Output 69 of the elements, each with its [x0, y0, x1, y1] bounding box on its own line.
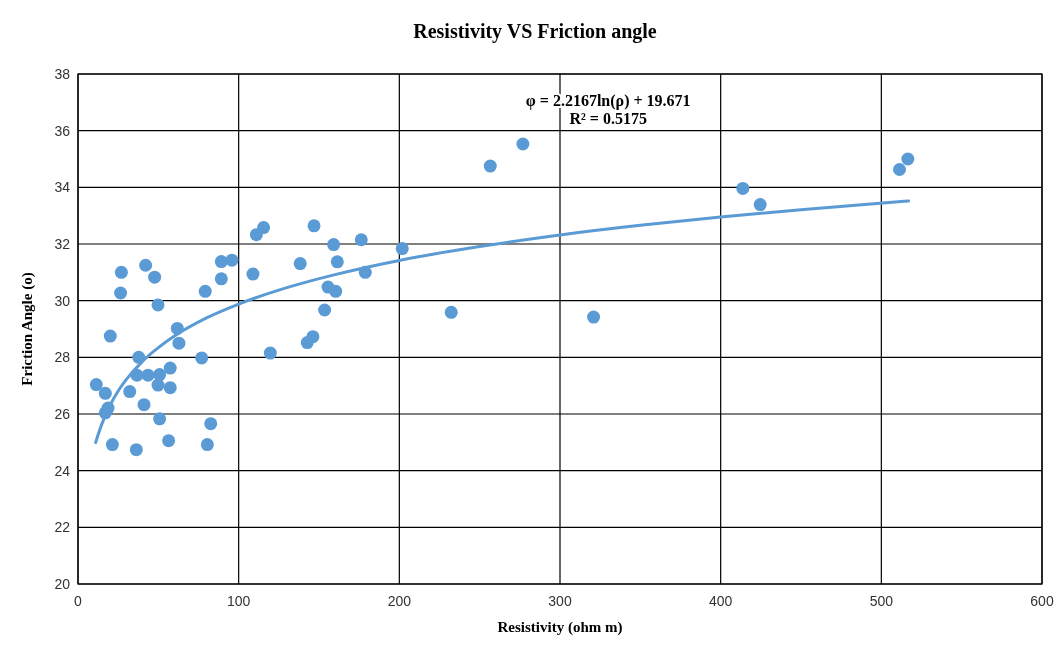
point [736, 181, 750, 195]
point [395, 242, 409, 256]
x-tick-label: 100 [226, 593, 251, 609]
point [148, 270, 162, 284]
point [200, 438, 214, 452]
point [318, 303, 332, 317]
point [123, 385, 137, 399]
point [307, 219, 321, 233]
x-tick-label: 0 [74, 593, 83, 609]
annotation: R² = 0.5175 [569, 110, 647, 127]
point [892, 162, 906, 176]
y-tick-label: 24 [54, 462, 71, 479]
point [214, 272, 228, 286]
point [137, 398, 151, 412]
point [139, 258, 153, 272]
y-tick-label: 22 [54, 519, 71, 536]
point [354, 233, 368, 247]
y-tick-label: 20 [54, 575, 71, 592]
x-tick-label: 200 [387, 593, 412, 609]
point [483, 159, 497, 173]
point [151, 378, 165, 392]
y-tick-label: 34 [54, 179, 71, 196]
point [246, 267, 260, 281]
point [129, 443, 143, 457]
y-axis-title: Friction Angle (o) [19, 272, 36, 386]
point [249, 228, 263, 242]
point [204, 417, 218, 431]
x-tick-label: 500 [869, 593, 894, 609]
point [105, 438, 119, 452]
point [114, 265, 128, 279]
point [214, 255, 228, 269]
point [162, 434, 176, 448]
x-tick-label: 300 [548, 593, 572, 609]
point [114, 286, 128, 300]
point [163, 381, 177, 395]
point [151, 298, 165, 312]
point [98, 386, 112, 400]
point [172, 336, 186, 350]
y-tick-label: 26 [54, 405, 71, 422]
point [153, 412, 167, 426]
point [327, 238, 341, 252]
point [103, 329, 117, 343]
y-tick-label: 38 [54, 65, 71, 82]
y-tick-label: 32 [54, 235, 71, 252]
point [587, 310, 601, 324]
point [330, 255, 344, 269]
y-tick-label: 30 [54, 292, 71, 309]
point [141, 368, 155, 382]
point [153, 368, 167, 382]
point [300, 336, 314, 350]
point [263, 346, 277, 360]
x-tick-label: 600 [1030, 593, 1054, 609]
point [198, 284, 212, 298]
x-axis-title: Resistivity (ohm m) [497, 619, 623, 636]
point [329, 284, 343, 298]
point [163, 361, 177, 375]
line-series [94, 199, 911, 445]
point [753, 198, 767, 212]
y-tick-label: 36 [54, 122, 71, 139]
chart-title: Resistivity VS Friction angle [413, 20, 657, 43]
y-tick-label: 28 [54, 349, 71, 366]
point [293, 257, 307, 271]
point [225, 253, 239, 267]
point [516, 137, 530, 151]
point [89, 378, 103, 392]
point [444, 305, 458, 319]
point [901, 152, 915, 166]
point [195, 351, 209, 365]
x-tick-label: 400 [708, 593, 733, 609]
